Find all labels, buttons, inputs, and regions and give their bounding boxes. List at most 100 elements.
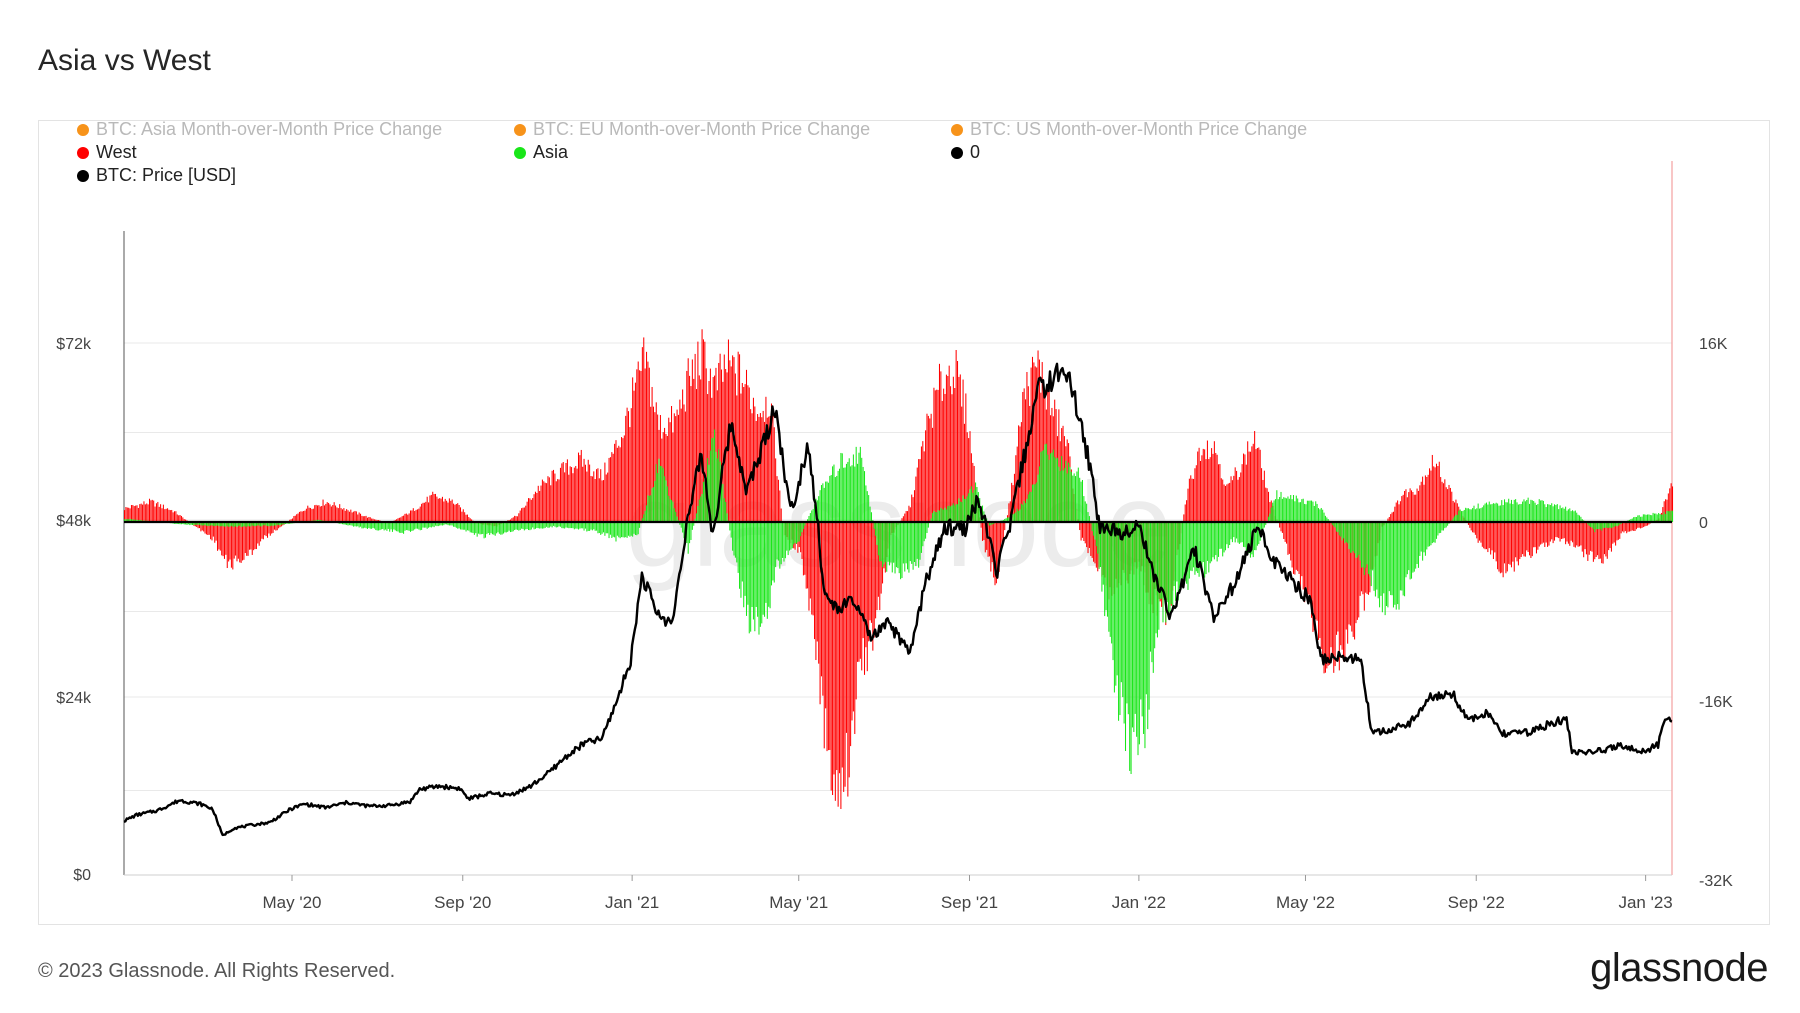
west-bar [854,522,856,735]
asia-bar [926,522,928,534]
asia-bar [863,471,866,522]
asia-bar [1490,504,1492,522]
asia-bar [354,522,356,527]
legend-item[interactable]: West [77,142,137,163]
west-bar [1001,522,1003,548]
west-bar [1358,522,1360,618]
legend-item[interactable]: BTC: EU Month-over-Month Price Change [514,119,870,140]
asia-bar [508,522,510,531]
west-bar [600,469,602,522]
asia-bar [955,503,957,522]
legend-item[interactable]: Asia [514,142,568,163]
asia-bar [883,522,885,565]
asia-bar [661,466,663,522]
asia-bar [823,487,825,522]
asia-bar [1044,444,1046,522]
asia-bar [1459,509,1461,522]
west-bar [337,508,339,522]
asia-bar [757,522,759,617]
west-bar [859,522,861,659]
asia-bar [458,522,460,529]
asia-bar [1631,518,1633,522]
west-bar [164,509,166,522]
west-bar [1201,455,1203,522]
asia-bar [532,522,534,528]
asia-bar [882,522,884,568]
y-right-tick-label: -32K [1699,873,1733,890]
west-bar [398,517,400,522]
asia-bar [1062,470,1064,522]
west-bar [154,506,156,522]
asia-bar [826,481,828,522]
asia-bar [473,522,475,535]
asia-bar [1283,497,1285,522]
west-bar [862,522,864,639]
asia-bar [811,510,813,522]
west-bar [537,485,539,522]
west-bar [223,522,225,559]
west-bar [1583,522,1585,558]
west-bar [815,522,817,661]
asia-bar [1652,512,1654,522]
west-bar [1420,481,1422,522]
asia-bar [1370,522,1372,587]
asia-bar [1487,504,1489,522]
west-bar [739,354,741,522]
asia-bar [541,522,543,529]
asia-bar [571,522,573,529]
asia-bar [372,522,374,528]
asia-bar [203,522,205,526]
legend-item[interactable]: BTC: Asia Month-over-Month Price Change [77,119,442,140]
west-bar [919,459,921,522]
asia-bar [190,522,192,525]
west-bar [627,411,630,522]
west-bar [1602,522,1604,564]
west-bar [915,476,917,522]
asia-bar [893,522,895,563]
west-bar [294,515,296,522]
west-bar [1538,522,1540,547]
asia-bar [1140,522,1142,700]
asia-bar [343,522,345,525]
asia-bar [1170,522,1172,604]
west-bar [820,522,822,677]
west-bar [1552,522,1554,544]
asia-bar [758,522,760,635]
legend-dot [77,123,89,136]
asia-bar [671,500,673,522]
asia-bar [1438,522,1440,534]
legend-item[interactable]: BTC: US Month-over-Month Price Change [951,119,1307,140]
asia-bar [1341,522,1343,541]
asia-bar [769,522,771,609]
west-bar [984,522,986,553]
asia-bar [1163,522,1165,600]
asia-bar [1501,500,1503,522]
asia-bar [503,522,505,534]
asia-bar [962,495,964,522]
west-bar [559,467,561,522]
west-bar [529,498,531,522]
asia-bar [870,512,872,522]
asia-bar [1512,504,1514,522]
asia-bar [888,522,891,566]
asia-bar [1240,522,1242,543]
west-bar [1320,522,1322,649]
west-bar [208,522,210,535]
west-bar [276,522,278,531]
asia-bar [1466,508,1468,522]
west-bar [425,501,427,522]
west-bar [1558,522,1560,539]
asia-bar [1152,522,1154,673]
west-bar [521,508,523,522]
west-bar [278,522,280,529]
asia-bar [196,522,198,525]
west-bar [1590,522,1592,551]
asia-bar [397,522,399,532]
asia-bar [1091,522,1093,532]
legend-item[interactable]: 0 [951,142,980,163]
asia-bar [1658,513,1660,522]
legend-item[interactable]: BTC: Price [USD] [77,165,236,186]
west-bar [944,393,946,522]
west-bar [1188,478,1190,522]
